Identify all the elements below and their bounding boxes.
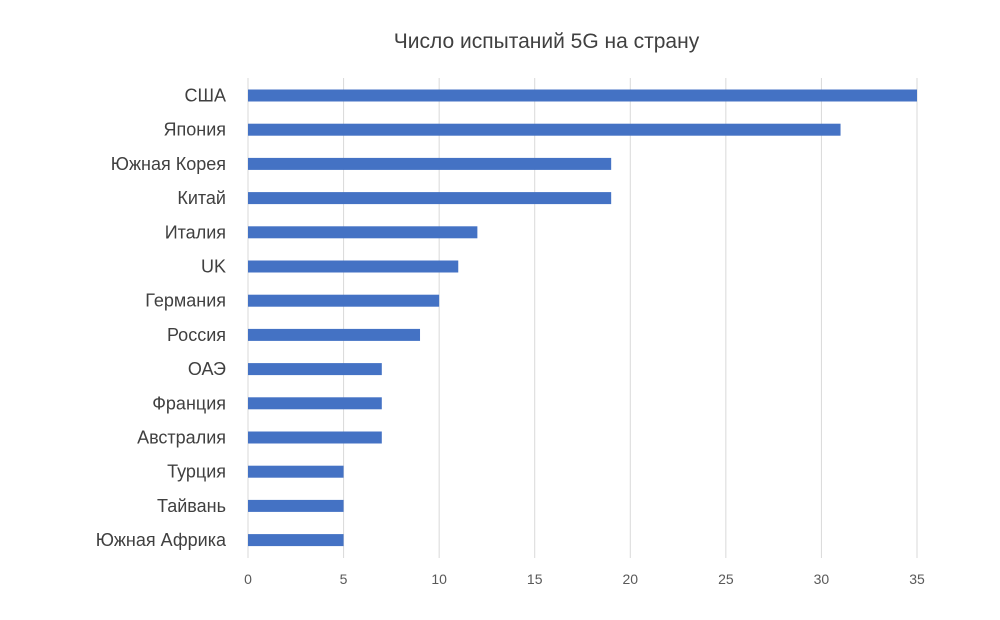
category-labels: США Япония Южная Корея Китай Италия UK Германи…: [96, 86, 227, 551]
bar: [248, 226, 478, 239]
bar: [248, 89, 917, 102]
category-label: Россия: [167, 325, 226, 345]
bar: [248, 431, 382, 444]
x-tick-label: 0: [244, 571, 252, 587]
category-label: Южная Корея: [111, 154, 226, 174]
x-tick-label: 15: [527, 571, 543, 587]
bar: [248, 192, 612, 205]
bar: [248, 294, 440, 307]
bar: [248, 260, 459, 273]
bars: [248, 89, 917, 547]
category-label: Тайвань: [157, 496, 226, 516]
grid-lines: [247, 78, 918, 558]
category-label: Франция: [152, 393, 226, 413]
category-label: UK: [201, 257, 226, 277]
x-tick-label: 25: [718, 571, 734, 587]
bar: [248, 499, 344, 512]
category-label: Италия: [165, 222, 226, 242]
chart-title: Число испытаний 5G на страну: [393, 30, 700, 53]
category-label: Южная Африка: [96, 530, 227, 550]
x-tick-label: 5: [340, 571, 348, 587]
bar: [248, 397, 382, 410]
category-label: Турция: [167, 462, 226, 482]
x-tick-labels: 0 5 10 15 20 25 30 35: [244, 571, 925, 587]
category-label: Япония: [164, 120, 227, 140]
x-tick-label: 35: [909, 571, 925, 587]
bar: [248, 123, 841, 136]
bar: [248, 534, 344, 547]
bar: [248, 465, 344, 478]
x-tick-label: 10: [431, 571, 447, 587]
category-label: Германия: [145, 291, 226, 311]
bar: [248, 157, 612, 170]
x-tick-label: 30: [814, 571, 830, 587]
bar: [248, 363, 382, 376]
category-label: ОАЭ: [188, 359, 226, 379]
category-label: Китай: [177, 188, 226, 208]
category-label: Австралия: [137, 428, 226, 448]
category-label: США: [184, 86, 226, 106]
x-tick-label: 20: [622, 571, 638, 587]
bar: [248, 328, 421, 341]
